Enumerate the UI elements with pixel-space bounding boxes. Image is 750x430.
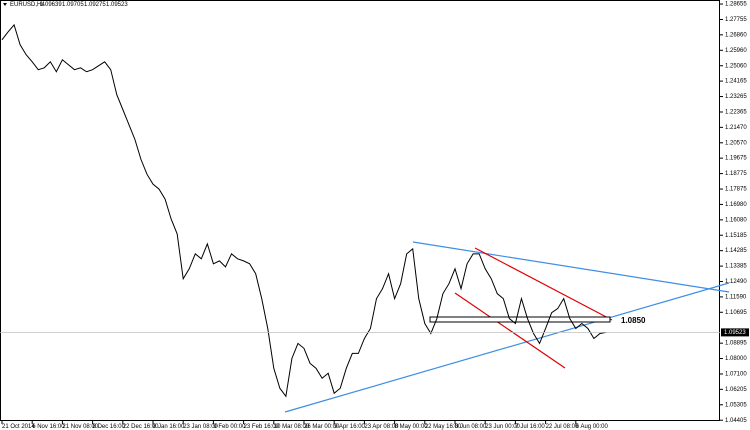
x-tick-label: 8 Jan 16:00 bbox=[153, 424, 185, 430]
channel-line bbox=[454, 292, 566, 369]
x-tick-label: 8 May 00:00 bbox=[395, 424, 429, 430]
trendline bbox=[412, 241, 730, 293]
y-tick-label: 1.22365 bbox=[725, 110, 747, 116]
x-tick-label: 8 Dec 16:00 bbox=[93, 424, 126, 430]
current-price-label: 1.09523 bbox=[724, 330, 746, 336]
current-price-box bbox=[721, 328, 749, 337]
x-tick-label: 6 Aug 00:00 bbox=[576, 424, 609, 430]
price-line bbox=[1, 23, 607, 398]
x-tick-label: 21 Nov 08:00 bbox=[62, 424, 98, 430]
y-tick-label: 1.06205 bbox=[725, 387, 747, 393]
x-tick-label: 23 Jun 00:00 bbox=[485, 424, 520, 430]
y-tick-label: 1.16080 bbox=[725, 217, 747, 223]
x-tick-label: 10 Mar 08:00 bbox=[274, 424, 310, 430]
x-tick-label: 22 May 16:00 bbox=[425, 424, 462, 430]
channel-line bbox=[474, 247, 613, 321]
x-tick-label: 8 Jun 08:00 bbox=[455, 424, 487, 430]
y-tick-label: 1.12490 bbox=[725, 279, 747, 285]
y-tick-label: 1.11590 bbox=[725, 294, 747, 300]
y-tick-label: 1.05305 bbox=[725, 402, 747, 408]
trendline bbox=[284, 282, 730, 413]
ohlc-header: 1.09639 1.09705 1.09275 1.09523 bbox=[40, 2, 128, 8]
x-tick-label: 26 Mar 00:00 bbox=[304, 424, 340, 430]
x-tick-label: 23 Feb 16:00 bbox=[244, 424, 280, 430]
x-tick-label: 6 Nov 16:00 bbox=[32, 424, 65, 430]
y-tick-label: 1.07100 bbox=[725, 372, 747, 378]
x-tick-label: 23 Apr 08:00 bbox=[364, 424, 399, 430]
y-tick-label: 1.17875 bbox=[725, 187, 747, 193]
y-tick-label: 1.28655 bbox=[725, 2, 747, 8]
ohlc-value: 1.09705 bbox=[62, 2, 84, 8]
y-tick-label: 1.19675 bbox=[725, 156, 747, 162]
menu-icon[interactable] bbox=[3, 3, 7, 6]
ohlc-value: 1.09523 bbox=[106, 2, 128, 8]
ohlc-value: 1.09275 bbox=[84, 2, 106, 8]
y-tick-label: 1.24165 bbox=[725, 79, 747, 85]
x-tick-label: 21 Oct 2014 bbox=[2, 424, 35, 430]
x-tick-label: 23 Jan 08:00 bbox=[183, 424, 218, 430]
y-tick-label: 1.10695 bbox=[725, 310, 747, 316]
x-tick-label: 22 Dec 16:00 bbox=[123, 424, 159, 430]
y-tick-label: 1.08000 bbox=[725, 356, 747, 362]
y-tick-label: 1.23265 bbox=[725, 94, 747, 100]
y-tick-label: 1.08895 bbox=[725, 341, 747, 347]
y-tick-label: 1.04405 bbox=[725, 418, 747, 424]
support-box bbox=[429, 316, 611, 323]
support-label: 1.0850 bbox=[621, 316, 646, 325]
plot-frame bbox=[0, 0, 720, 421]
x-tick-label: 7 Jul 16:00 bbox=[515, 424, 545, 430]
x-tick-label: 22 Jul 08:00 bbox=[546, 424, 579, 430]
y-tick-label: 1.27755 bbox=[725, 17, 747, 23]
y-tick-label: 1.20570 bbox=[725, 140, 747, 146]
x-tick-label: 9 Feb 00:00 bbox=[213, 424, 246, 430]
y-tick-label: 1.13385 bbox=[725, 264, 747, 270]
y-tick-label: 1.16980 bbox=[725, 202, 747, 208]
y-tick-label: 1.25060 bbox=[725, 63, 747, 69]
ohlc-value: 1.09639 bbox=[40, 2, 62, 8]
y-tick-label: 1.15185 bbox=[725, 233, 747, 239]
y-tick-label: 1.21470 bbox=[725, 125, 747, 131]
y-tick-label: 1.18775 bbox=[725, 171, 747, 177]
y-tick-label: 1.25960 bbox=[725, 48, 747, 54]
x-tick-label: 9 Apr 16:00 bbox=[334, 424, 365, 430]
symbol-title: EURUSD,H4 bbox=[10, 2, 45, 8]
y-tick-label: 1.14285 bbox=[725, 248, 747, 254]
y-tick-label: 1.26860 bbox=[725, 32, 747, 38]
